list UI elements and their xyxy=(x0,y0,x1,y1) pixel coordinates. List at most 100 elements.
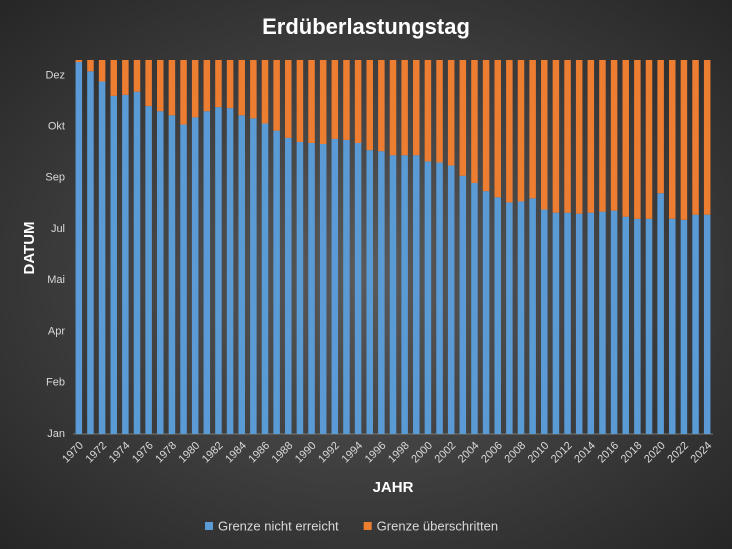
bar xyxy=(610,210,618,434)
bar xyxy=(436,162,443,434)
bar xyxy=(343,60,350,140)
bar xyxy=(587,212,595,434)
bar xyxy=(680,219,688,434)
bar xyxy=(494,60,501,198)
y-tick-label: Dez xyxy=(45,69,65,81)
bar xyxy=(354,60,362,143)
bar xyxy=(622,60,629,217)
x-tick-label: 2004 xyxy=(456,440,482,466)
bar xyxy=(564,60,571,213)
bar xyxy=(145,60,152,107)
bar xyxy=(110,95,117,435)
x-tick-label: 1986 xyxy=(246,440,272,466)
bar xyxy=(471,182,478,434)
bar xyxy=(122,60,129,95)
bar xyxy=(296,141,304,434)
bar xyxy=(564,212,571,434)
bar xyxy=(191,117,199,434)
bar xyxy=(413,155,420,434)
bar xyxy=(75,60,83,63)
legend-label: Grenze nicht erreicht xyxy=(218,518,339,533)
bar xyxy=(541,209,548,434)
x-tick-label: 1980 xyxy=(177,440,203,466)
x-tick-label: 2010 xyxy=(526,440,552,466)
x-tick-label: 1984 xyxy=(223,440,249,466)
bar xyxy=(447,60,455,166)
x-tick-label: 2014 xyxy=(572,440,598,466)
y-tick-label: Okt xyxy=(48,121,65,133)
y-tick-label: Jan xyxy=(47,428,65,440)
bar xyxy=(226,60,234,109)
bar xyxy=(552,212,560,434)
bar xyxy=(471,60,478,183)
bar xyxy=(308,142,315,434)
bar xyxy=(87,60,94,72)
bar xyxy=(168,60,176,116)
bar xyxy=(587,60,595,213)
bar xyxy=(366,60,373,151)
bar xyxy=(354,142,362,434)
bar xyxy=(657,60,664,194)
bar xyxy=(378,60,385,152)
x-tick-label: 1990 xyxy=(293,440,319,466)
bar xyxy=(343,139,350,435)
y-tick-label: Apr xyxy=(48,325,65,337)
bar xyxy=(226,108,234,434)
bar xyxy=(285,137,292,435)
bar xyxy=(122,94,129,435)
x-tick-label: 1992 xyxy=(316,440,342,466)
bar xyxy=(366,150,373,434)
x-tick-label: 1988 xyxy=(270,440,296,466)
x-tick-label: 1996 xyxy=(363,440,389,466)
bar xyxy=(378,151,385,434)
y-tick-label: Feb xyxy=(46,377,65,389)
bar xyxy=(401,155,408,434)
bar xyxy=(692,60,699,215)
bar xyxy=(308,60,315,143)
bar xyxy=(180,60,187,125)
bar xyxy=(215,107,222,434)
x-tick-label: 2006 xyxy=(479,440,505,466)
x-tick-label: 2012 xyxy=(549,440,575,466)
bar xyxy=(261,123,269,434)
bar xyxy=(482,191,490,434)
bar xyxy=(157,111,164,434)
bar xyxy=(645,60,653,219)
bar xyxy=(575,213,583,434)
bar xyxy=(133,91,141,435)
legend-label: Grenze überschritten xyxy=(377,518,498,533)
x-tick-label: 1982 xyxy=(200,440,226,466)
bar xyxy=(157,60,164,112)
bar xyxy=(494,197,501,434)
bar xyxy=(389,155,397,434)
bar xyxy=(459,175,467,434)
bar xyxy=(424,60,432,162)
bar xyxy=(331,60,339,139)
bar xyxy=(413,60,420,156)
bar xyxy=(447,165,455,434)
x-tick-label: 1970 xyxy=(60,440,86,466)
bar xyxy=(541,60,548,210)
y-tick-label: Mai xyxy=(47,274,65,286)
bar xyxy=(506,60,513,203)
bar xyxy=(87,71,94,434)
bar xyxy=(680,60,688,220)
x-tick-label: 1978 xyxy=(153,440,179,466)
bar xyxy=(669,218,676,434)
bar xyxy=(250,118,257,434)
bar xyxy=(296,60,304,142)
bar xyxy=(517,60,525,202)
bar xyxy=(215,60,222,108)
bar xyxy=(599,211,606,434)
x-tick-label: 1998 xyxy=(386,440,412,466)
bar xyxy=(669,60,676,219)
bar xyxy=(319,60,327,145)
bar xyxy=(622,216,629,434)
chart-title: Erdüberlastungstag xyxy=(262,14,470,39)
bar xyxy=(180,124,187,435)
bar xyxy=(436,60,443,163)
bar xyxy=(645,218,653,434)
bar xyxy=(75,62,83,434)
x-tick-label: 1974 xyxy=(107,440,133,466)
bar xyxy=(703,214,711,434)
